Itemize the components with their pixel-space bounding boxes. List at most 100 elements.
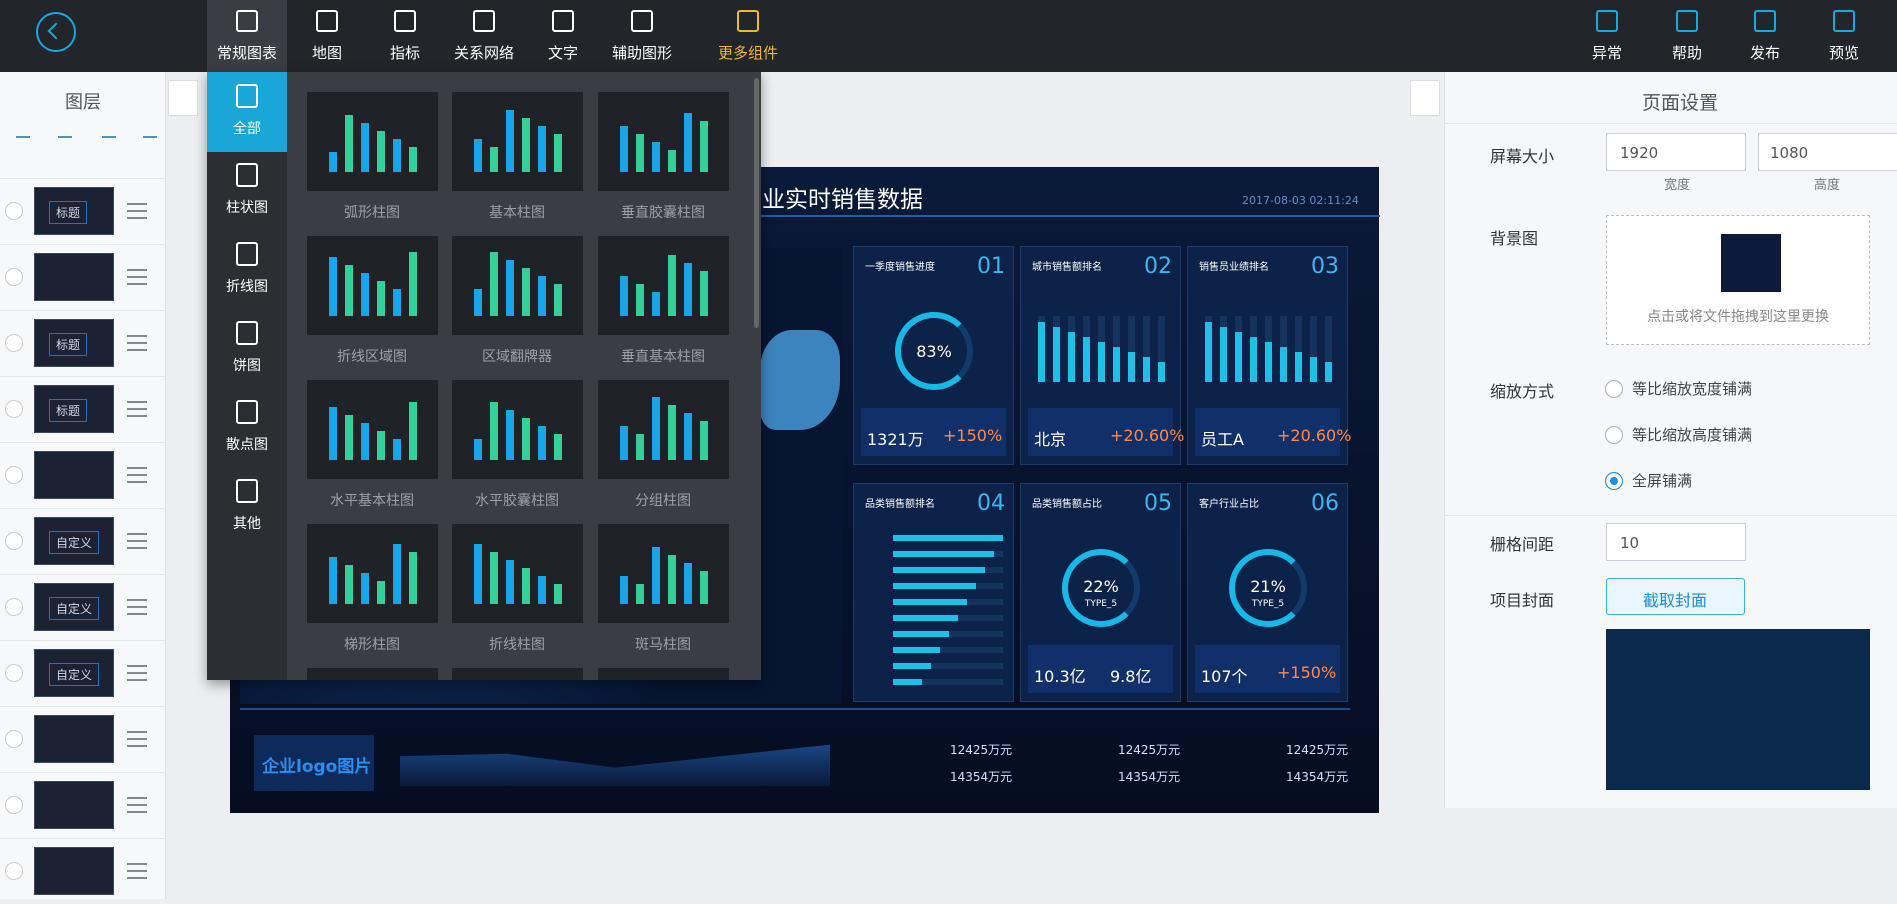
radio-label[interactable]: 等比缩放宽度铺满 [1632,380,1753,398]
toolbar-item[interactable]: 辅助图形 [611,44,672,62]
toolbar-right-item[interactable]: 发布 [1749,44,1780,62]
input[interactable] [1606,133,1746,171]
toolbar-icon [552,10,574,32]
back-button[interactable] [36,12,76,52]
chart-thumb[interactable] [452,236,583,335]
chart-item-label[interactable]: 分组柱图 [635,493,691,509]
chart-item-label[interactable]: 基本柱图 [489,205,545,221]
chart-thumb[interactable] [307,236,438,335]
stats-bg [1028,408,1173,456]
chart-thumb[interactable] [307,380,438,479]
layer-check[interactable] [5,334,23,352]
column [1265,342,1272,382]
column-bg [1128,316,1135,382]
layer-row[interactable] [0,640,166,706]
chart-thumb[interactable] [307,524,438,623]
layer-order-button[interactable] [58,136,72,154]
logo-text: 企业logo图片 [262,757,372,777]
radio-label[interactable]: 等比缩放高度铺满 [1632,426,1753,444]
chart-item-label[interactable]: 弧形柱图 [344,205,400,221]
toolbar-item[interactable]: 常规图表 [216,44,277,62]
layer-check[interactable] [5,532,23,550]
layer-check[interactable] [5,664,23,682]
chart-item-label[interactable]: 斑马柱图 [635,637,691,653]
thumb-bar [700,421,708,460]
chart-thumb[interactable] [452,92,583,191]
cover-button-text[interactable]: 截取封面 [1642,591,1707,610]
chart-item-label[interactable]: 梯形柱图 [344,637,400,653]
layer-row[interactable] [0,178,166,244]
layer-check[interactable] [5,400,23,418]
toolbar-item[interactable]: 关系网络 [453,44,514,62]
radio-label[interactable]: 全屏铺满 [1632,472,1693,490]
chart-thumb[interactable] [452,380,583,479]
toolbar-item[interactable]: 文字 [547,44,578,62]
toolbar-right-item[interactable]: 预览 [1828,44,1859,62]
input[interactable] [1758,133,1897,171]
chart-item-label[interactable]: 折线柱图 [489,637,545,653]
layer-row[interactable] [0,508,166,574]
toolbar-icon [1676,10,1698,32]
layer-check[interactable] [5,202,23,220]
menu-category[interactable]: 柱状图 [226,200,268,216]
active-tab-bg [207,0,287,72]
layer-order-button[interactable] [16,136,30,154]
menu-category[interactable]: 散点图 [226,437,268,453]
chart-thumb[interactable] [452,524,583,623]
toolbar-right-item[interactable]: 帮助 [1671,44,1702,62]
thumb-bar [506,110,514,172]
chart-item-label[interactable]: 水平胶囊柱图 [475,493,559,509]
menu-category[interactable]: 全部 [233,121,261,137]
layer-row[interactable] [0,574,166,640]
layer-check[interactable] [5,598,23,616]
layer-row[interactable] [0,838,166,904]
toolbar-item[interactable]: 更多组件 [717,44,778,62]
thumb-bar [361,573,369,604]
rank-bar [893,679,922,685]
total-value: 12425万元 [950,743,1013,757]
menu-category[interactable]: 其他 [233,516,261,532]
layer-check[interactable] [5,466,23,484]
layer-row[interactable] [0,310,166,376]
layer-check[interactable] [5,796,23,814]
chart-item-label[interactable]: 水平基本柱图 [330,493,414,509]
layer-check[interactable] [5,862,23,880]
chart-item-label[interactable]: 垂直基本柱图 [621,349,705,365]
chart-item-label[interactable]: 区域翻牌器 [482,349,552,365]
layer-row[interactable] [0,772,166,838]
toolbar-right-item[interactable]: 异常 [1591,44,1622,62]
thumb-bar [700,571,708,604]
thumb-bar [554,584,562,604]
radio[interactable] [1605,380,1623,398]
ring-sub: TYPE_5 [1084,599,1118,609]
chart-thumb[interactable] [598,92,729,191]
chart-thumb[interactable] [307,92,438,191]
chart-thumb[interactable] [598,236,729,335]
input[interactable] [1606,523,1746,561]
layer-check[interactable] [5,730,23,748]
layer-check[interactable] [5,268,23,286]
drag-handle [127,217,147,219]
layer-row[interactable] [0,442,166,508]
category-icon [236,84,258,108]
chart-thumb[interactable] [598,380,729,479]
thumb-bar [684,113,692,172]
chart-item-label[interactable]: 折线区域图 [337,349,407,365]
cover-button[interactable] [1606,578,1745,615]
layer-row[interactable] [0,376,166,442]
layer-row[interactable] [0,244,166,310]
stats-bg [1028,645,1173,693]
layer-order-button[interactable] [143,136,157,154]
toolbar-item[interactable]: 指标 [389,44,420,62]
layer-row[interactable] [0,706,166,772]
card-number: 05 [1144,491,1172,516]
radio[interactable] [1605,472,1623,490]
menu-category[interactable]: 饼图 [233,358,261,374]
chart-item-label[interactable]: 垂直胶囊柱图 [621,205,705,221]
radio[interactable] [1605,426,1623,444]
rank-bar [893,663,931,669]
menu-category[interactable]: 折线图 [226,279,268,295]
chart-thumb[interactable] [598,524,729,623]
toolbar-item[interactable]: 地图 [311,44,342,62]
layer-order-button[interactable] [102,136,116,154]
